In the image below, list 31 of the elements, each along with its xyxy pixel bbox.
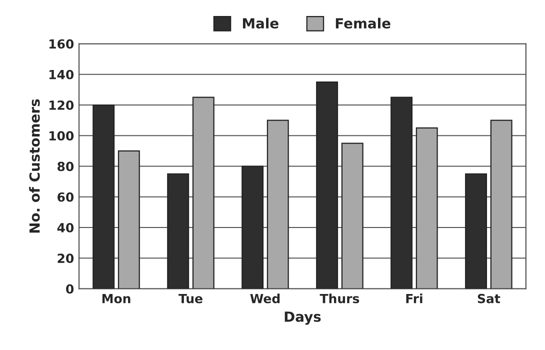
x-tick-label: Sat [478, 294, 500, 304]
bar [416, 127, 438, 289]
x-tick-label: Wed [250, 294, 280, 304]
bar [316, 81, 338, 289]
bar [92, 104, 115, 289]
bar [266, 120, 289, 289]
bar [490, 120, 512, 289]
y-axis-title: No. of Customers [29, 99, 40, 233]
y-tick-label: 100 [49, 131, 74, 141]
bar [242, 166, 264, 289]
x-tick-label: Tue [178, 294, 202, 304]
y-tick-label: 80 [58, 162, 74, 172]
bar [465, 173, 488, 289]
legend-label: Male [242, 18, 278, 29]
x-axis-title: Days [284, 312, 321, 325]
x-tick-label: Mon [102, 294, 130, 304]
y-tick-label: 160 [49, 39, 74, 49]
y-tick-label: 20 [58, 254, 74, 264]
bar [192, 96, 214, 289]
x-tick-label: Fri [406, 294, 422, 304]
bar [167, 173, 190, 289]
y-tick-label: 60 [58, 192, 74, 202]
y-tick-label: 0 [66, 284, 74, 294]
y-tick-label: 40 [57, 222, 74, 232]
bar [341, 142, 364, 289]
bar [118, 150, 140, 289]
x-tick-label: Thurs [320, 294, 360, 304]
y-tick-label: 140 [49, 70, 74, 80]
y-tick-label: 120 [49, 100, 74, 110]
bar [390, 96, 413, 289]
legend-label: Female [336, 18, 390, 29]
